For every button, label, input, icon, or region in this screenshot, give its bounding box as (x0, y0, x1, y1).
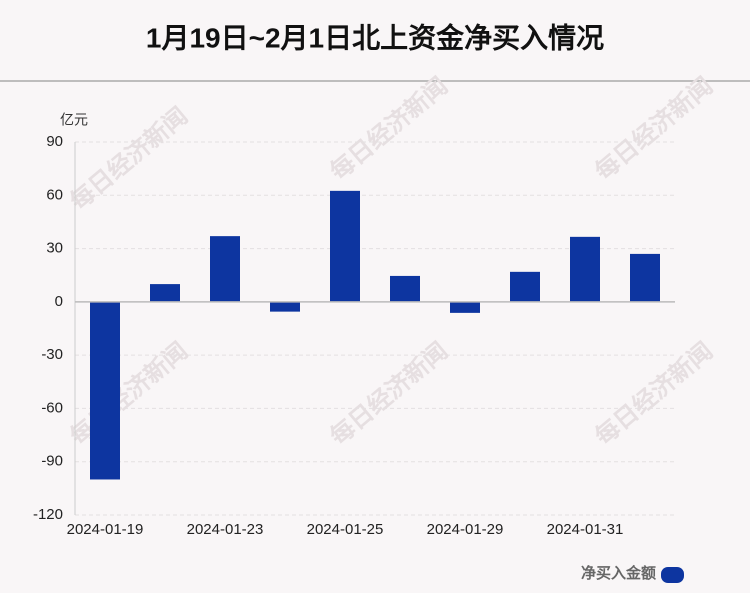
x-tick-label: 2024-01-19 (67, 521, 144, 538)
y-tick-label: 60 (46, 186, 63, 203)
bar (450, 301, 480, 313)
x-tick-label: 2024-01-29 (427, 521, 504, 538)
bar (270, 301, 300, 312)
bar (210, 236, 240, 302)
bar (510, 271, 540, 302)
y-unit: 亿元 (60, 112, 88, 128)
y-tick-label: 30 (46, 240, 63, 257)
bar (330, 190, 360, 302)
y-tick-label: -60 (41, 399, 63, 416)
x-tick-label: 2024-01-31 (547, 521, 624, 538)
legend-swatch (661, 567, 684, 583)
bar (390, 275, 420, 302)
y-tick-label: -120 (33, 506, 63, 523)
x-tick-label: 2024-01-25 (307, 521, 384, 538)
bar (630, 253, 660, 302)
chart-title: 1月19日~2月1日北上资金净买入情况 (146, 21, 604, 53)
y-tick-label: -90 (41, 453, 63, 470)
y-tick-label: 0 (55, 293, 63, 310)
bar (90, 301, 120, 480)
y-tick-label: -30 (41, 346, 63, 363)
y-tick-label: 90 (46, 133, 63, 150)
legend-label: 净买入金额 (581, 564, 656, 582)
x-tick-label: 2024-01-23 (187, 521, 264, 538)
bar (150, 284, 180, 302)
bar (570, 236, 600, 302)
